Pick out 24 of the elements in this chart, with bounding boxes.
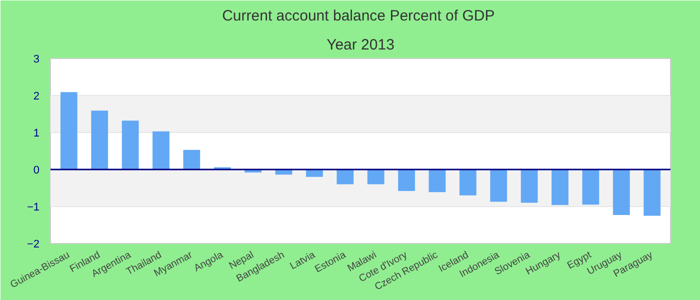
y-tick-label: −2 <box>26 238 40 250</box>
bar <box>552 170 568 206</box>
bar <box>644 170 661 216</box>
bar <box>183 150 200 170</box>
y-tick-label: 1 <box>33 128 40 140</box>
y-tick-label: 0 <box>33 164 40 176</box>
bar <box>520 170 538 203</box>
bar <box>428 170 446 192</box>
y-tick-label: −1 <box>26 202 40 214</box>
bar <box>459 170 476 196</box>
bar <box>582 170 600 205</box>
bar <box>398 170 415 191</box>
bar <box>336 170 354 184</box>
bar <box>612 170 630 216</box>
y-tick-label: 3 <box>33 54 40 66</box>
bar <box>490 170 508 202</box>
bar <box>60 92 78 170</box>
bar <box>91 110 108 170</box>
bar <box>367 170 384 184</box>
y-tick-label: 2 <box>33 90 40 102</box>
bar <box>122 120 139 170</box>
chart-title: Current account balance Percent of GDP <box>222 8 495 24</box>
bar <box>152 131 170 170</box>
chart-subtitle: Year 2013 <box>326 36 394 54</box>
